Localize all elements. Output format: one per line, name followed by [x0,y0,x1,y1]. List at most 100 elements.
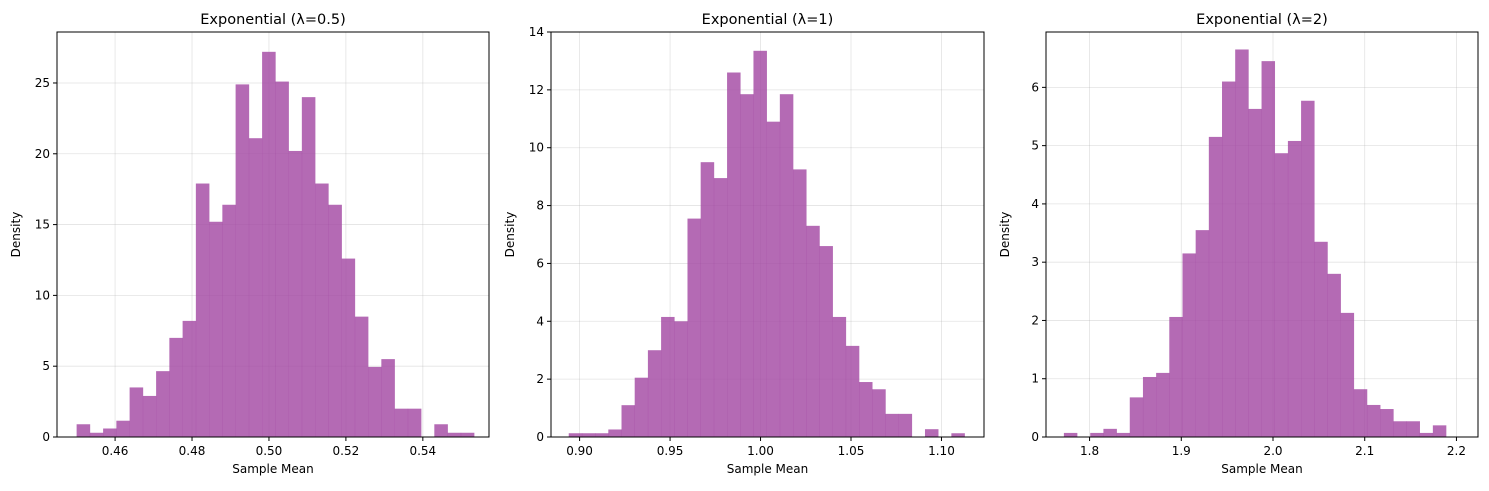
x-tick-label: 0.54 [409,444,436,458]
y-tick-label: 2 [536,372,544,386]
histogram-bar [288,150,303,437]
histogram-bar [924,429,939,437]
histogram-bar [859,382,873,437]
histogram-bar [1063,432,1078,437]
histogram-bar [595,433,609,437]
histogram-bar [301,97,316,437]
y-tick-label: 0 [1031,430,1039,444]
histogram-bar [1314,241,1328,437]
histogram-bar [222,204,236,437]
histogram-bar [209,221,223,437]
histogram-bar [793,169,807,438]
histogram-bar [1327,273,1341,437]
chart-title: Exponential (λ=2) [1196,12,1328,28]
y-tick-label: 25 [35,76,50,90]
histogram-bar [753,50,767,438]
histogram-bar [1340,312,1355,437]
histogram-bar [1419,432,1434,437]
histogram-bar [885,413,899,437]
x-tick-label: 2.1 [1355,444,1374,458]
x-tick-label: 1.05 [838,444,865,458]
x-tick-label: 1.8 [1080,444,1099,458]
y-tick-label: 1 [1031,372,1039,386]
histogram-bar [819,246,833,437]
histogram-bar [1090,432,1104,437]
x-tick-label: 0.46 [102,444,129,458]
histogram-bar [951,433,965,437]
histogram-bar [845,345,860,437]
histogram-bar [1287,140,1302,437]
histogram-bar [182,320,197,437]
histogram-bar [156,371,170,437]
histogram-bar [898,413,913,437]
histogram-bar [142,395,157,437]
x-axis-label: Sample Mean [727,462,809,476]
histogram-bar [779,94,794,438]
y-tick-label: 4 [536,314,544,328]
y-tick-label: 8 [536,199,544,213]
histogram-bar [1380,409,1394,437]
x-tick-label: 0.50 [256,444,283,458]
histogram-bar [621,405,636,437]
histogram-bar [1366,404,1381,437]
y-tick-label: 0 [42,430,50,444]
y-tick-label: 6 [1031,80,1039,94]
y-tick-label: 2 [1031,313,1039,327]
histogram-bar [1248,108,1262,437]
histogram-bar [713,178,728,437]
y-tick-label: 5 [42,359,50,373]
chart-title: Exponential (λ=1) [702,12,834,28]
histogram-bar [1301,100,1315,438]
y-tick-label: 4 [1031,197,1039,211]
histogram-bar [1195,230,1210,437]
histogram-bar [1235,49,1249,437]
y-tick-label: 10 [529,141,544,155]
histogram-bar [460,432,475,437]
axes-frame [1045,31,1479,438]
histogram-bar [740,94,754,438]
histogram-bar [1406,421,1420,437]
histogram-bar [766,121,781,437]
histogram-bar [368,366,382,437]
histogram-bar [1129,397,1144,437]
x-tick-label: 2.0 [1263,444,1282,458]
axes-frame [550,31,985,438]
histogram-bar [407,408,422,437]
x-tick-label: 0.95 [657,444,684,458]
y-tick-label: 0 [536,430,544,444]
histogram-bar [806,225,820,437]
histogram-bar [447,432,462,437]
x-axis-label: Sample Mean [1221,462,1303,476]
histogram-bar [647,350,662,437]
histogram-bar [661,316,675,437]
histogram-bar [248,138,263,437]
chart-panel-3: 1.8 1.9 2.0 2.1 2.2 0 1 2 3 4 5 6 Exponential (λ=2) S… [998,12,1479,476]
histogram-bar [434,424,448,437]
histogram-bar [832,316,847,437]
y-tick-label: 6 [536,256,544,270]
y-tick-label: 20 [35,147,50,161]
histogram-bar [1169,316,1183,437]
histogram-bar [1274,153,1289,438]
chart-panel-2: 0.90 0.95 1.00 1.05 1.10 0 2 4 6 8 10 12 14 Exponenti… [503,12,985,476]
histogram-bar [634,377,649,437]
histogram-bar [581,433,596,437]
y-axis-label: Density [998,212,1012,258]
histogram-bar [381,359,395,437]
histogram-bar [700,162,715,437]
histogram-bar [103,428,117,437]
x-tick-label: 1.00 [747,444,774,458]
histogram-bar [394,408,409,437]
x-axis-label: Sample Mean [232,462,314,476]
histogram-bar [568,433,583,437]
histogram-bar [687,218,701,437]
y-tick-label: 14 [529,25,544,39]
histogram-bar [262,51,276,438]
y-axis-label: Density [9,212,23,258]
y-axis-label: Density [503,212,517,258]
histogram-bar [674,321,688,437]
histogram-bar [872,389,886,437]
x-tick-label: 1.9 [1172,444,1191,458]
histogram-bar [235,84,250,437]
